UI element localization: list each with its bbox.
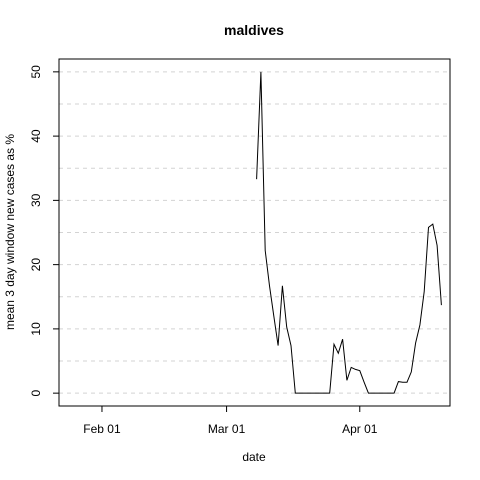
y-tick-label: 20 bbox=[29, 258, 43, 272]
grid-lines bbox=[59, 71, 450, 394]
y-axis: 0 10 20 30 40 50 bbox=[29, 65, 59, 396]
y-tick-label: 40 bbox=[29, 129, 43, 143]
y-tick-label: 10 bbox=[29, 322, 43, 336]
x-axis-label: date bbox=[242, 450, 266, 464]
x-tick-label: Apr 01 bbox=[342, 422, 378, 436]
series-lines bbox=[256, 71, 442, 394]
x-axis: Feb 01 Mar 01 Apr 01 bbox=[83, 406, 378, 436]
x-tick-label: Feb 01 bbox=[83, 422, 121, 436]
y-axis-label: mean 3 day window new cases as % bbox=[3, 134, 17, 330]
x-tick-label: Mar 01 bbox=[208, 422, 246, 436]
y-tick-label: 0 bbox=[29, 389, 43, 396]
series-line bbox=[256, 71, 442, 394]
plot-frame bbox=[58, 58, 451, 407]
chart-title: maldives bbox=[224, 22, 284, 38]
y-tick-label: 50 bbox=[29, 65, 43, 79]
y-tick-label: 30 bbox=[29, 193, 43, 207]
